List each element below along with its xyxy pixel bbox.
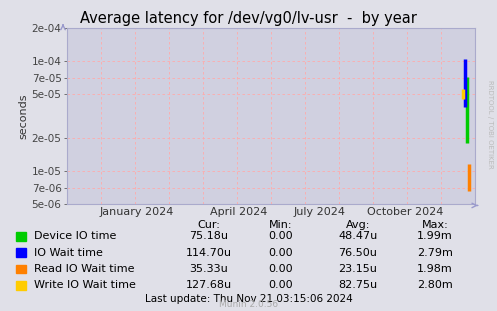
Text: IO Wait time: IO Wait time [34, 248, 103, 258]
Text: Average latency for /dev/vg0/lv-usr  -  by year: Average latency for /dev/vg0/lv-usr - by… [80, 11, 417, 26]
Text: 1.99m: 1.99m [417, 231, 453, 241]
Text: 23.15u: 23.15u [338, 264, 377, 274]
Text: 1.98m: 1.98m [417, 264, 453, 274]
Text: Munin 2.0.56: Munin 2.0.56 [219, 299, 278, 309]
Text: Read IO Wait time: Read IO Wait time [34, 264, 134, 274]
Text: 0.00: 0.00 [268, 231, 293, 241]
Text: RRDTOOL / TOBI OETIKER: RRDTOOL / TOBI OETIKER [487, 80, 493, 169]
Text: July 2024: July 2024 [294, 207, 346, 217]
Text: 48.47u: 48.47u [338, 231, 377, 241]
Y-axis label: seconds: seconds [19, 93, 29, 139]
Text: 2.80m: 2.80m [417, 280, 453, 290]
Text: 0.00: 0.00 [268, 280, 293, 290]
Text: October 2024: October 2024 [367, 207, 443, 217]
Text: 127.68u: 127.68u [186, 280, 232, 290]
Text: Cur:: Cur: [197, 220, 220, 230]
Text: 75.18u: 75.18u [189, 231, 228, 241]
Text: Min:: Min: [269, 220, 293, 230]
Text: Last update: Thu Nov 21 03:15:06 2024: Last update: Thu Nov 21 03:15:06 2024 [145, 294, 352, 304]
Text: 76.50u: 76.50u [338, 248, 377, 258]
Text: Write IO Wait time: Write IO Wait time [34, 280, 136, 290]
Text: April 2024: April 2024 [210, 207, 267, 217]
Text: 0.00: 0.00 [268, 264, 293, 274]
Text: 35.33u: 35.33u [189, 264, 228, 274]
Text: 2.79m: 2.79m [417, 248, 453, 258]
Text: Avg:: Avg: [345, 220, 370, 230]
Text: 114.70u: 114.70u [186, 248, 232, 258]
Text: January 2024: January 2024 [99, 207, 173, 217]
Text: Device IO time: Device IO time [34, 231, 116, 241]
Text: 0.00: 0.00 [268, 248, 293, 258]
Text: Max:: Max: [421, 220, 448, 230]
Text: 82.75u: 82.75u [338, 280, 377, 290]
